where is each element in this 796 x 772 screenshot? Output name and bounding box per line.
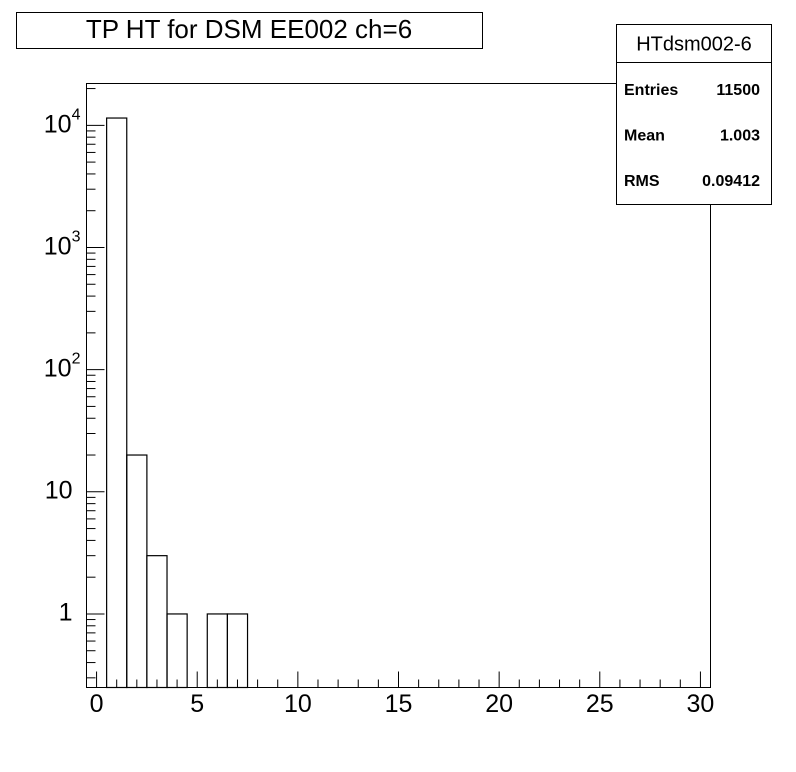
stats-box: HTdsm002-6 Entries 11500 Mean 1.003 RMS 0.094… [616, 24, 772, 205]
x-tick-label: 5 [190, 690, 204, 718]
x-tick-label: 15 [385, 690, 413, 718]
x-tick-label: 25 [586, 690, 614, 718]
x-tick-label: 10 [284, 690, 312, 718]
y-tick-label: 103 [44, 229, 81, 260]
x-tick-label: 0 [90, 690, 104, 718]
x-tick-label: 20 [485, 690, 513, 718]
y-tick-label: 104 [44, 107, 81, 138]
stats-title: HTdsm002-6 [636, 33, 752, 55]
y-tick-label: 1 [59, 599, 73, 627]
stats-value: 0.09412 [702, 173, 760, 190]
stats-label: RMS [624, 173, 660, 190]
y-tick-label: 10 [45, 476, 73, 504]
stats-label: Mean [624, 128, 665, 145]
x-tick-label: 30 [687, 690, 715, 718]
stats-value: 11500 [716, 82, 760, 99]
chart-title: TP HT for DSM EE002 ch=6 [86, 14, 412, 44]
y-tick-label: 102 [44, 351, 81, 382]
title-box [16, 12, 483, 49]
stats-frame [616, 24, 772, 205]
stats-label: Entries [624, 82, 678, 99]
stats-value: 1.003 [720, 128, 760, 145]
